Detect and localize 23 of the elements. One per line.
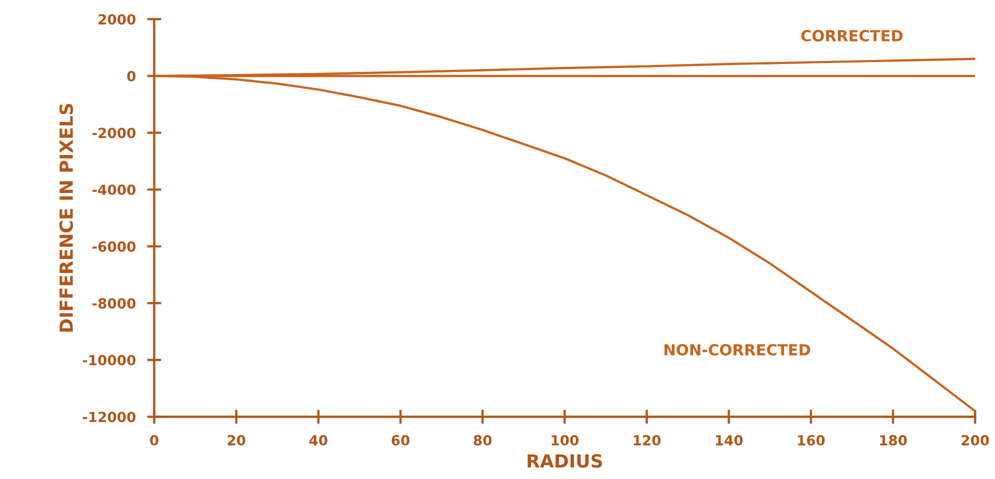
y-tick-label: -10000 — [82, 354, 136, 366]
x-tick-label: 80 — [474, 435, 492, 446]
x-tick-label: 100 — [552, 435, 578, 446]
x-tick-label: 180 — [880, 435, 907, 446]
x-axis-title: RADIUS — [528, 454, 602, 468]
y-tick-label: -2000 — [92, 128, 136, 138]
y-tick-label: 2000 — [98, 14, 136, 25]
y-axis-title: DIFFERENCE IN PIXELS — [59, 104, 74, 332]
x-tick-label: 20 — [228, 435, 246, 446]
text: NON-CORRECTED — [664, 344, 810, 356]
y-tick-label: 0 — [127, 70, 136, 82]
x-tick-label: 120 — [634, 435, 661, 446]
y-tick-label: -8000 — [92, 298, 136, 309]
x-tick-label: 60 — [392, 435, 410, 446]
y-tick-label: -12000 — [82, 412, 136, 422]
y-tick-label: -4000 — [92, 184, 136, 196]
x-tick-label: 40 — [309, 435, 328, 446]
y-tick-label: -6000 — [92, 241, 136, 252]
series-label: CORRECTED — [801, 30, 903, 42]
x-tick-label: 140 — [716, 435, 743, 446]
x-tick-label: 160 — [798, 435, 825, 446]
x-tick-label: 200 — [962, 435, 989, 446]
x-tick-label: 0 — [150, 435, 158, 446]
